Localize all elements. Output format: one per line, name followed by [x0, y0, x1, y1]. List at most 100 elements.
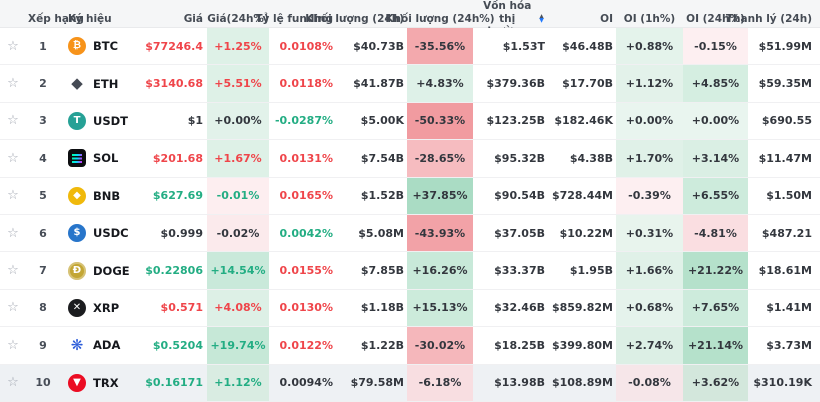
favorite-star-icon[interactable]: ☆ [7, 225, 19, 241]
cell-symbol[interactable]: SOL [60, 140, 130, 176]
cell-rank: 6 [39, 226, 47, 240]
cell-oi-change-24h: +4.85% [683, 65, 748, 102]
table-row[interactable]: ☆ 10 ▼ TRX $0.16171 +1.12% 0.0094% $79.5… [0, 364, 820, 402]
cell-open-interest: $10.22M [559, 226, 613, 240]
cell-price: $3140.68 [145, 77, 203, 91]
coin-name: ADA [93, 338, 121, 353]
favorite-star-icon[interactable]: ☆ [7, 76, 19, 92]
cell-liquidation-24h: $487.21 [761, 226, 812, 240]
col-header-price-change-24h[interactable]: Giá(24h%) [207, 12, 269, 25]
col-header-open-interest[interactable]: OI [600, 12, 613, 25]
cell-volume-24h: $5.00K [360, 114, 404, 128]
col-header-symbol[interactable]: Ký hiệu [68, 12, 112, 25]
cell-oi-change-1h: +0.68% [616, 289, 683, 327]
table-row[interactable]: ☆ 3 T USDT $1 +0.00% -0.0287% $5.00K -50… [0, 102, 820, 141]
col-header-oi-change-24h[interactable]: OI (24h%) [686, 12, 745, 25]
bnb-icon: ◆ [68, 186, 86, 205]
ada-icon: ❋ [70, 335, 84, 354]
table-row[interactable]: ☆ 1 ₿ BTC $77246.4 +1.25% 0.0108% $40.73… [0, 28, 820, 66]
table-row[interactable]: ☆ 4 SOL $201.68 +1.67% 0.0131% $7.54B -2… [0, 140, 820, 178]
col-header-oi-change-1h[interactable]: OI (1h%) [623, 12, 676, 25]
cell-funding-rate: -0.0287% [274, 114, 333, 128]
cell-volume-24h: $1.22B [360, 338, 404, 352]
cell-symbol[interactable]: ◆ BNB [60, 178, 130, 214]
table-row[interactable]: ☆ 5 ◆ BNB $627.69 -0.01% 0.0165% $1.52B … [0, 177, 820, 215]
favorite-star-icon[interactable]: ☆ [7, 300, 19, 316]
favorite-star-icon[interactable]: ☆ [7, 337, 19, 353]
cell-open-interest: $182.46K [554, 114, 613, 128]
cell-market-cap: $37.05B [494, 226, 545, 240]
col-header-liquidation-24h[interactable]: Thanh lý (24h) [725, 12, 812, 25]
favorite-star-icon[interactable]: ☆ [7, 263, 19, 279]
favorite-star-icon[interactable]: ☆ [7, 150, 19, 166]
favorite-star-icon[interactable]: ☆ [7, 188, 19, 204]
cell-symbol[interactable]: ▼ TRX [60, 365, 130, 401]
trx-icon: ▼ [68, 373, 86, 392]
cell-liquidation-24h: $51.99M [758, 39, 812, 53]
cell-volume-change-24h: -35.56% [407, 28, 473, 65]
cell-liquidation-24h: $11.47M [758, 151, 812, 165]
table-row[interactable]: ☆ 2 ◆ ETH $3140.68 +5.51% 0.0118% $41.87… [0, 65, 820, 103]
cell-market-cap: $33.37B [494, 264, 545, 278]
col-header-volume-24h[interactable]: Khối lượng (24h) [305, 12, 404, 25]
cell-rank: 4 [39, 151, 47, 165]
cell-open-interest: $399.80M [551, 338, 613, 352]
cell-oi-change-1h: -0.39% [616, 177, 683, 214]
cell-funding-rate: 0.0131% [279, 151, 333, 165]
table-body: ☆ 1 ₿ BTC $77246.4 +1.25% 0.0108% $40.73… [0, 28, 820, 402]
cell-favorite: ☆ [0, 140, 26, 176]
cell-symbol[interactable]: ₿ BTC [60, 28, 130, 64]
cell-rank: 9 [39, 338, 47, 352]
col-header-volume-change-24h[interactable]: Khối lượng (24h%) [385, 12, 495, 25]
coin-name: ETH [93, 76, 119, 91]
table-header: Xếp hạng Ký hiệu Giá Giá(24h%) Tỷ lệ fun… [0, 0, 820, 37]
col-header-price[interactable]: Giá [183, 12, 203, 25]
coin-name: DOGE [93, 263, 130, 278]
cell-volume-24h: $7.85B [360, 264, 404, 278]
cell-oi-change-24h: +3.14% [683, 140, 748, 177]
cell-liquidation-24h: $1.41M [766, 301, 812, 315]
cell-favorite: ☆ [0, 290, 26, 326]
cell-volume-24h: $5.08M [358, 226, 404, 240]
cell-symbol[interactable]: ❋ ADA [60, 327, 130, 363]
cell-price-change-24h: +5.51% [207, 65, 269, 102]
cell-liquidation-24h: $690.55 [761, 114, 812, 128]
cell-volume-change-24h: -50.33% [407, 102, 473, 140]
favorite-star-icon[interactable]: ☆ [7, 375, 19, 391]
cell-market-cap: $13.98B [494, 376, 545, 390]
cell-symbol[interactable]: ✕ XRP [60, 290, 130, 326]
coin-name: SOL [93, 151, 119, 166]
col-header-funding-rate[interactable]: Tỷ lệ funding [255, 12, 333, 25]
cell-symbol[interactable]: T USDT [60, 103, 130, 139]
cell-rank: 5 [39, 189, 47, 203]
cell-price-change-24h: +1.12% [207, 364, 269, 401]
cell-rank: 10 [35, 376, 51, 390]
cell-market-cap: $32.46B [494, 301, 545, 315]
table-row[interactable]: ☆ 8 ✕ XRP $0.571 +4.08% 0.0130% $1.18B +… [0, 289, 820, 328]
table-row[interactable]: ☆ 6 $ USDC $0.999 -0.02% 0.0042% $5.08M … [0, 214, 820, 253]
favorite-star-icon[interactable]: ☆ [7, 38, 19, 54]
cell-symbol[interactable]: ◆ ETH [60, 65, 130, 101]
cell-volume-24h: $79.58M [350, 376, 404, 390]
cell-volume-change-24h: +4.83% [407, 65, 473, 102]
cell-oi-change-1h: +0.31% [616, 214, 683, 252]
cell-symbol[interactable]: $ USDC [60, 215, 130, 251]
cell-oi-change-24h: +21.14% [683, 327, 748, 364]
cell-symbol[interactable]: Ð DOGE [60, 252, 130, 288]
cell-oi-change-24h: +6.55% [683, 177, 748, 214]
cell-volume-change-24h: +15.13% [407, 289, 473, 327]
btc-icon: ₿ [68, 37, 86, 56]
cell-market-cap: $95.32B [494, 151, 545, 165]
cell-funding-rate: 0.0165% [279, 189, 333, 203]
cell-liquidation-24h: $1.50M [766, 189, 812, 203]
cell-rank: 8 [39, 301, 47, 315]
favorite-star-icon[interactable]: ☆ [7, 113, 19, 129]
cell-market-cap: $90.54B [494, 189, 545, 203]
cell-volume-change-24h: -6.18% [407, 364, 473, 401]
coin-name: BNB [93, 188, 121, 203]
table-row[interactable]: ☆ 9 ❋ ADA $0.5204 +19.74% 0.0122% $1.22B… [0, 327, 820, 365]
cell-oi-change-24h: +21.22% [683, 252, 748, 289]
cell-price: $1 [187, 114, 203, 128]
cell-price: $201.68 [152, 151, 203, 165]
table-row[interactable]: ☆ 7 Ð DOGE $0.22806 +14.54% 0.0155% $7.8… [0, 252, 820, 290]
